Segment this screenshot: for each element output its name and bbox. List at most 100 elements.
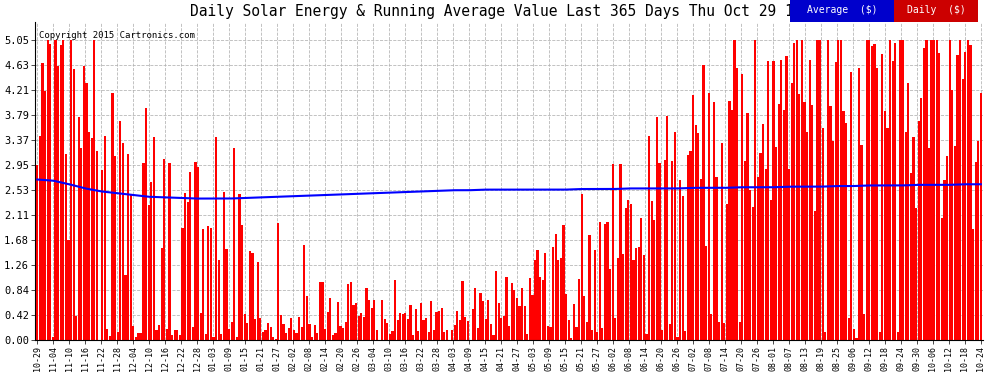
Bar	[977, 141, 979, 340]
Bar	[633, 260, 635, 340]
Bar	[775, 147, 777, 340]
Bar	[244, 314, 246, 340]
Bar	[764, 169, 767, 340]
Bar	[357, 316, 359, 340]
Bar	[630, 204, 632, 340]
Bar	[186, 202, 189, 340]
Bar	[223, 192, 225, 340]
Bar	[256, 262, 258, 340]
Bar	[165, 329, 168, 340]
Bar	[713, 102, 715, 340]
Bar	[702, 65, 705, 340]
Bar	[524, 306, 526, 340]
Bar	[684, 331, 686, 340]
Bar	[347, 284, 349, 340]
Bar	[492, 336, 495, 340]
Bar	[194, 162, 197, 340]
Bar	[173, 330, 176, 340]
Bar	[420, 303, 422, 340]
Bar	[280, 315, 282, 340]
Bar	[666, 116, 668, 340]
Bar	[446, 330, 447, 340]
Bar	[967, 40, 969, 340]
Bar	[200, 313, 202, 340]
Bar	[464, 317, 466, 340]
Bar	[865, 40, 868, 340]
Bar	[946, 156, 948, 340]
Bar	[282, 324, 285, 340]
Bar	[215, 137, 217, 340]
Bar	[355, 303, 357, 340]
Bar	[559, 258, 562, 340]
Bar	[101, 170, 103, 340]
Bar	[122, 143, 124, 340]
Bar	[370, 308, 373, 340]
Bar	[425, 318, 428, 340]
Bar	[301, 327, 303, 340]
Bar	[570, 338, 572, 340]
Bar	[599, 222, 601, 340]
Bar	[511, 283, 513, 340]
Bar	[881, 54, 883, 340]
Bar	[163, 159, 165, 340]
Bar	[311, 337, 313, 340]
Bar	[39, 136, 41, 340]
Bar	[72, 69, 74, 340]
Bar	[622, 254, 625, 340]
Bar	[383, 319, 386, 340]
Bar	[150, 182, 152, 340]
Bar	[431, 301, 433, 340]
Bar	[47, 40, 49, 340]
Bar	[565, 294, 567, 340]
Bar	[902, 40, 904, 340]
Bar	[519, 306, 521, 340]
Bar	[827, 40, 829, 340]
Bar	[415, 309, 417, 340]
Bar	[549, 327, 551, 340]
Bar	[759, 153, 761, 340]
Bar	[777, 104, 780, 340]
Bar	[104, 136, 106, 340]
Text: Copyright 2015 Cartronics.com: Copyright 2015 Cartronics.com	[40, 31, 195, 40]
Bar	[106, 329, 108, 340]
Bar	[847, 318, 849, 340]
Bar	[953, 146, 956, 340]
Bar	[734, 40, 736, 340]
Bar	[138, 333, 140, 340]
Bar	[676, 338, 679, 340]
Bar	[261, 333, 264, 340]
Bar	[604, 224, 606, 340]
Bar	[915, 208, 917, 340]
Bar	[298, 317, 300, 340]
Bar	[42, 63, 44, 340]
Bar	[668, 324, 671, 340]
Bar	[485, 319, 487, 340]
Bar	[825, 332, 827, 340]
Bar	[316, 333, 319, 340]
Bar	[974, 162, 977, 340]
Bar	[612, 164, 614, 340]
Bar	[340, 326, 342, 340]
Bar	[710, 314, 713, 340]
Bar	[858, 68, 860, 340]
Title: Daily Solar Energy & Running Average Value Last 365 Days Thu Oct 29 17:50: Daily Solar Energy & Running Average Val…	[190, 4, 829, 19]
Bar	[487, 300, 489, 340]
Bar	[239, 194, 241, 340]
Bar	[620, 164, 622, 340]
Bar	[234, 148, 236, 340]
Bar	[386, 323, 388, 340]
Bar	[638, 247, 640, 340]
Bar	[295, 333, 298, 340]
Bar	[749, 190, 751, 340]
Bar	[726, 204, 728, 340]
Bar	[567, 320, 570, 340]
Bar	[508, 326, 510, 340]
Bar	[477, 328, 479, 340]
Bar	[349, 282, 352, 340]
Bar	[495, 271, 497, 340]
Bar	[756, 177, 759, 340]
Bar	[91, 138, 93, 340]
Bar	[207, 226, 210, 340]
Bar	[868, 40, 870, 340]
Bar	[607, 222, 609, 340]
